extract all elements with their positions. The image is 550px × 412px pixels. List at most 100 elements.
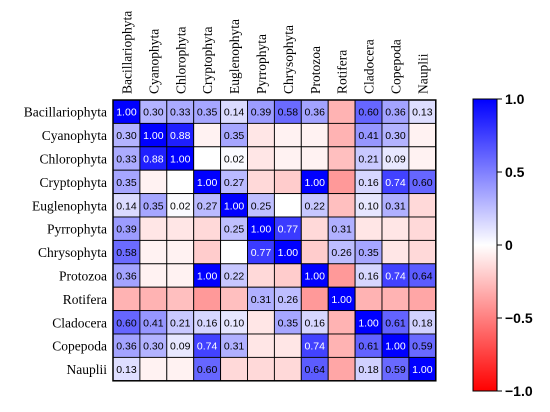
heatmap-cell	[327, 310, 356, 335]
cell-value-label: 0.61	[385, 317, 406, 329]
column-label: Nauplii	[415, 53, 430, 94]
cell-value-label: 0.31	[251, 294, 272, 306]
cell-value-label: 0.10	[224, 317, 245, 329]
heatmap-cell	[408, 193, 437, 218]
cell-value-label: 0.35	[197, 107, 218, 119]
heatmap-cell	[327, 263, 356, 288]
row-labels: Bacillariophyta Cyanophyta Chlorophyta Cryp…	[24, 105, 107, 377]
heatmap-cell	[220, 356, 248, 382]
cell-value-label: 0.09	[385, 154, 406, 166]
heatmap-cell	[300, 286, 329, 312]
heatmap-cell	[139, 263, 168, 288]
heatmap-cell	[273, 169, 302, 195]
row-label: Protozoa	[59, 269, 107, 284]
cell-value-label: 0.74	[385, 177, 406, 189]
cell-value-label: 0.59	[385, 364, 406, 376]
colorbar-tick-label: 0	[505, 237, 513, 253]
cell-value-label: 1.00	[331, 294, 352, 306]
column-label: Protozoa	[308, 46, 323, 94]
cell-value-label: 0.27	[224, 177, 245, 189]
cell-value-label: 0.26	[331, 247, 352, 259]
cell-value-label: 1.00	[251, 224, 272, 236]
heatmap-cell	[408, 286, 437, 312]
row-label: Chlorophyta	[40, 152, 108, 167]
heatmap-cell	[193, 146, 222, 171]
cell-value-label: 1.00	[197, 271, 218, 283]
cell-value-label: 0.22	[224, 271, 245, 283]
cell-value-label: 0.64	[305, 364, 326, 376]
heatmap-cell	[166, 356, 195, 382]
cell-value-label: 0.58	[116, 247, 137, 259]
heatmap-cell	[327, 356, 356, 382]
cell-value-label: 0.02	[224, 154, 245, 166]
cell-value-label: 0.88	[143, 154, 164, 166]
heatmap-cell	[247, 146, 275, 171]
heatmap-border	[112, 99, 437, 382]
cell-value-label: 0.60	[358, 107, 379, 119]
cell-value-label: 0.30	[116, 130, 137, 142]
column-label: Chlorophyta	[173, 26, 188, 94]
cell-value-label: 0.64	[412, 271, 433, 283]
heatmap-cell	[327, 169, 356, 195]
cell-value-label: 1.00	[385, 341, 406, 353]
row-label: Copepoda	[52, 339, 107, 354]
cell-value-label: 0.25	[251, 200, 272, 212]
colorbar-gradient	[472, 98, 498, 392]
cell-value-label: 0.41	[143, 317, 164, 329]
cell-value-label: 0.16	[358, 177, 379, 189]
heatmap-cell	[166, 286, 195, 312]
row-label: Pyrrophyta	[47, 222, 107, 237]
cell-value-label: 0.60	[197, 364, 218, 376]
cell-value-label: 0.31	[331, 224, 352, 236]
cell-value-label: 0.30	[143, 341, 164, 353]
cell-value-label: 0.74	[197, 341, 218, 353]
cell-value-label: 0.35	[358, 247, 379, 259]
heatmap-cell	[247, 333, 275, 358]
cell-value-label: 0.31	[385, 200, 406, 212]
cell-value-label: 0.16	[358, 271, 379, 283]
heatmap-cell	[408, 146, 437, 171]
heatmap-cell	[220, 239, 248, 265]
heatmap-cell	[112, 286, 141, 312]
cell-value-label: 0.18	[412, 317, 433, 329]
column-labels: Bacillariophyta Cyanophyta Chlorophyta Cryp…	[119, 11, 430, 94]
heatmap-cell	[247, 263, 275, 288]
cell-value-label: 0.16	[305, 317, 326, 329]
column-label: Copepoda	[388, 39, 403, 94]
heatmap-cell	[247, 169, 275, 195]
cell-value-label: 1.00	[224, 200, 245, 212]
cell-value-label: 0.77	[278, 224, 299, 236]
cell-value-label: 0.16	[197, 317, 218, 329]
heatmap-cell	[193, 239, 222, 265]
cell-value-label: 1.00	[305, 271, 326, 283]
column-label: Chrysophyta	[281, 25, 296, 94]
heatmap-cell	[327, 193, 356, 218]
cell-value-label: 0.77	[251, 247, 272, 259]
heatmap-cell	[193, 122, 222, 148]
cell-value-label: 0.88	[170, 130, 191, 142]
cell-value-label: 0.39	[251, 107, 272, 119]
cell-value-label: 0.27	[197, 200, 218, 212]
row-label: Cyanophyta	[42, 128, 107, 143]
cell-value-label: 1.00	[143, 130, 164, 142]
heatmap-cell	[139, 286, 168, 312]
cell-value-label: 1.00	[358, 317, 379, 329]
column-label: Euglenophyta	[227, 19, 242, 94]
heatmap-cell	[300, 146, 329, 171]
heatmap-cell	[408, 239, 437, 265]
heatmap-cells	[112, 99, 437, 382]
heatmap-cell	[408, 216, 437, 241]
cell-value-label: 0.41	[358, 130, 379, 142]
heatmap-cell	[166, 239, 195, 265]
colorbar-tick-label: 0.5	[505, 164, 525, 180]
row-label: Bacillariophyta	[24, 105, 107, 120]
heatmap-cell	[381, 286, 410, 312]
cell-value-label: 0.14	[116, 200, 137, 212]
cell-value-label: 0.30	[143, 107, 164, 119]
heatmap-cell	[381, 216, 410, 241]
cell-value-label: 0.35	[278, 317, 299, 329]
cell-value-label: 0.02	[170, 200, 191, 212]
heatmap-cell	[327, 333, 356, 358]
heatmap-cell	[139, 239, 168, 265]
